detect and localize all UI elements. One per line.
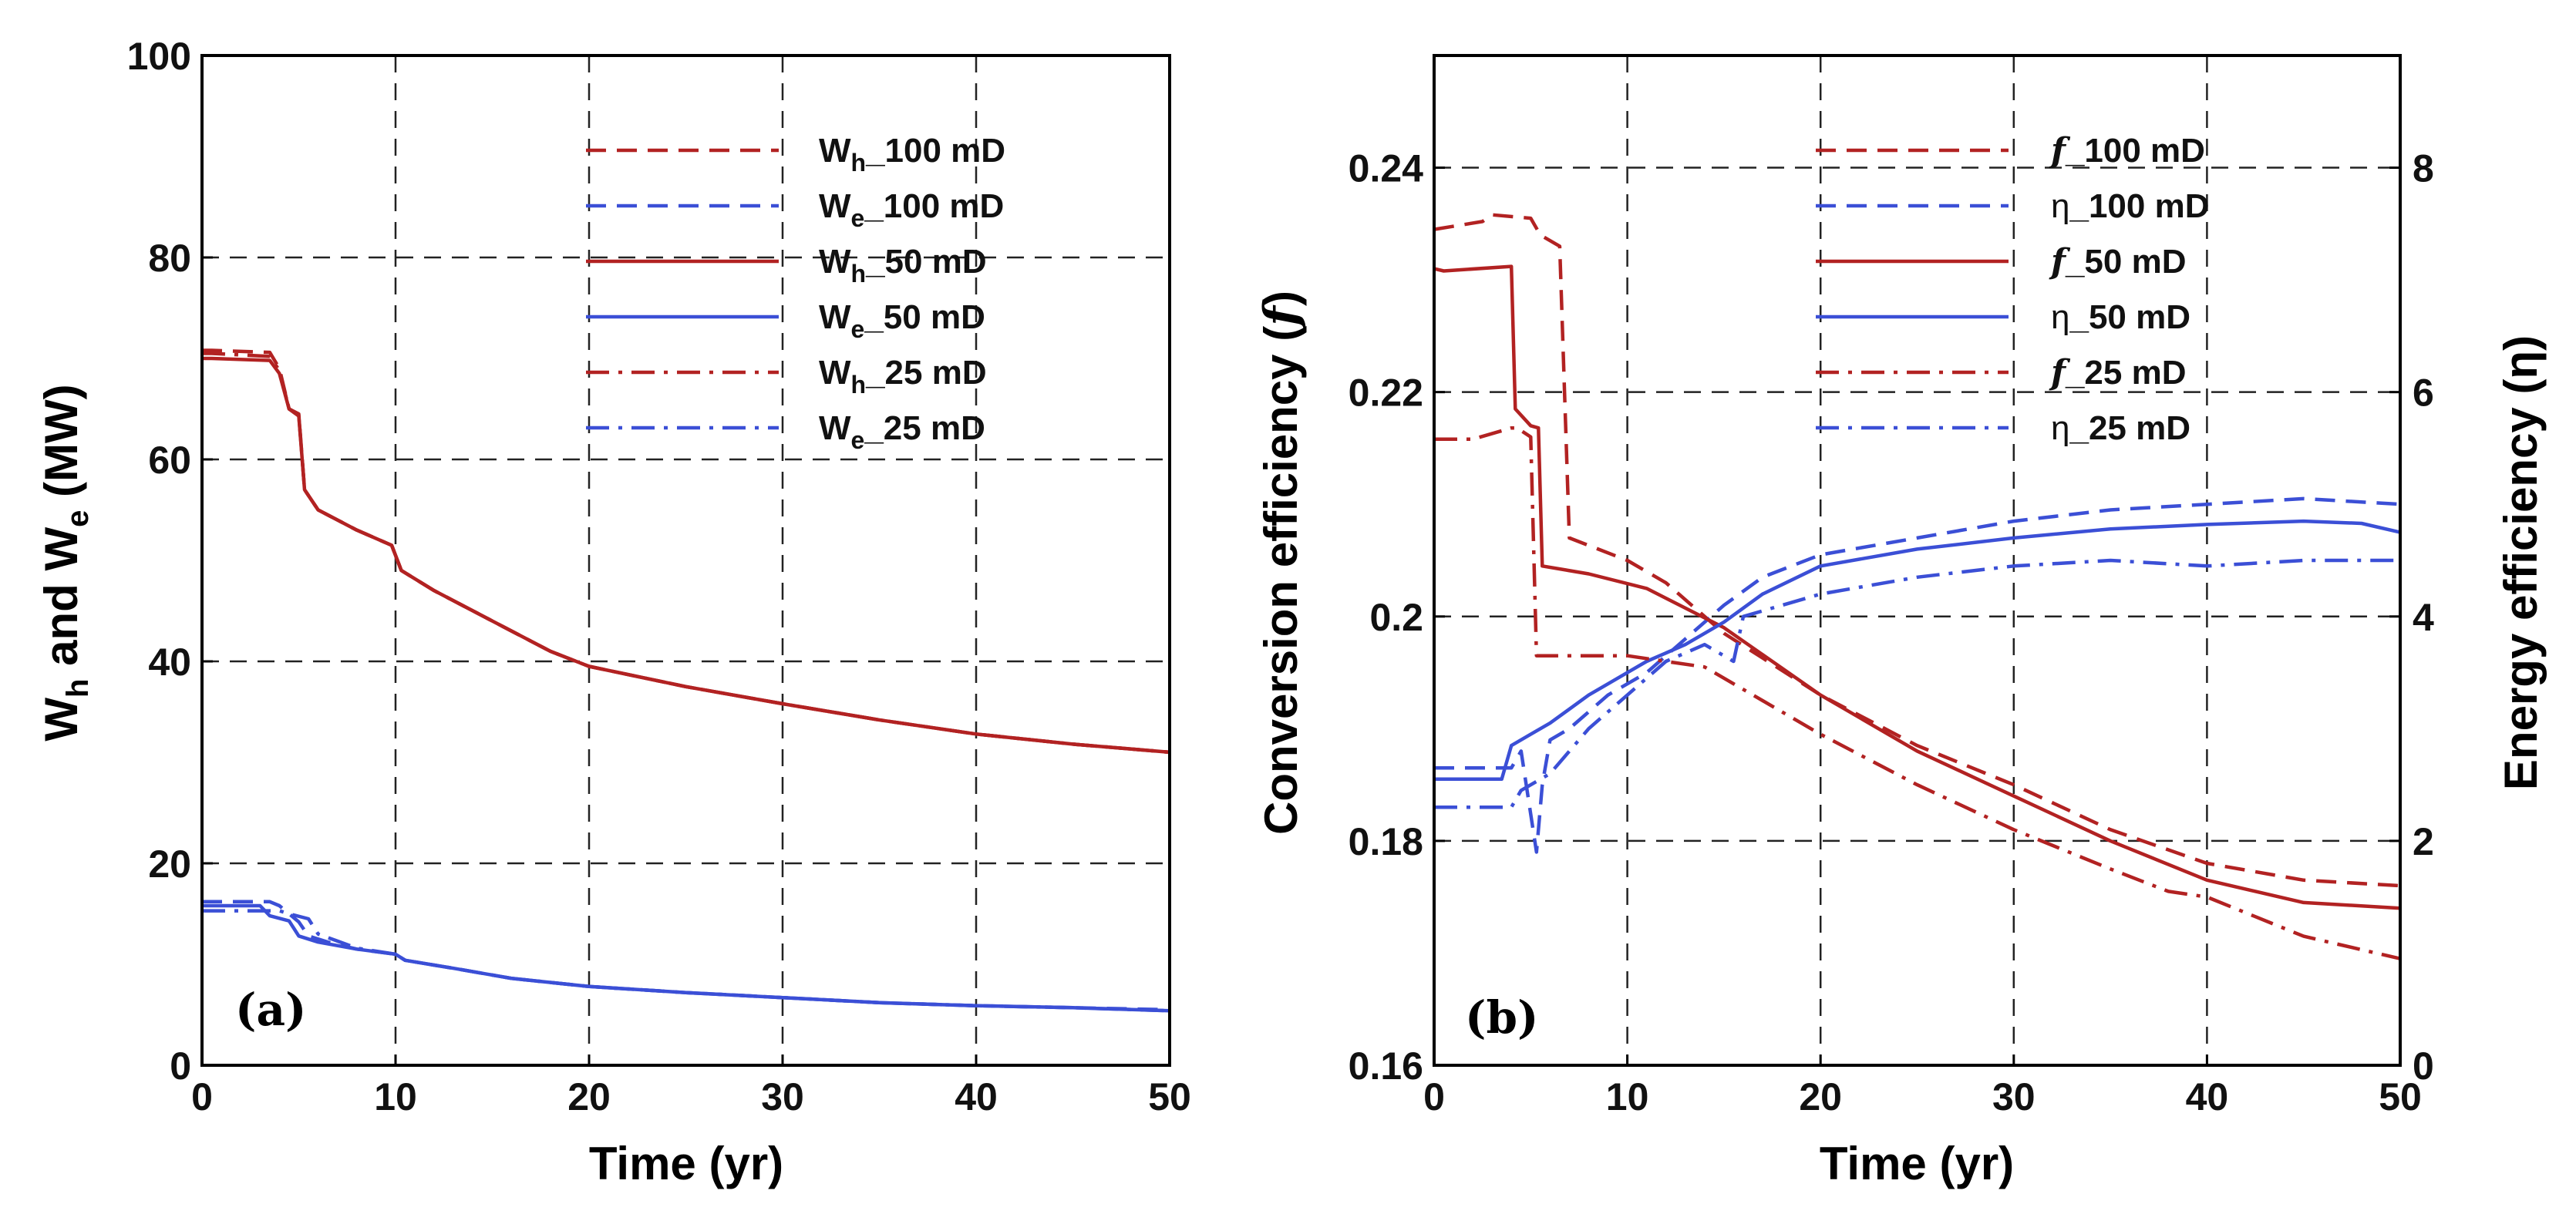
series-line-b-25-md [1434,558,2400,809]
y-tick-label: 20 [148,843,191,886]
panel-b-left-y-axis-title: Conversion efficiency (f) [1254,291,1308,835]
panel-b-x-axis-title: Time (yr) [1820,1138,2014,1189]
x-tick-label: 0 [1423,1075,1445,1118]
x-tick-label: 30 [761,1075,804,1118]
panel-a-y-ticks: 0 20 40 60 80 100 [127,35,213,1088]
panel-b-x-ticks: 0 10 20 30 40 50 [1423,1054,2422,1118]
x-tick-label: 40 [2186,1075,2229,1118]
panel-b-legend: f_100 mD η_100 mD f_50 mD η_50 mD f_25 mD η_2… [1816,131,2210,447]
legend-label-w-e-100-md: We_100 mD [819,187,1004,232]
legend-label-w-e-25-md: We_25 mD [819,409,985,454]
panel-a-legend: Wh_100 mD We_100 mD Wh_50 mD We_50 mD Wh_25 … [586,132,1005,454]
series-line-a-w-e-25-md [202,909,1170,1013]
legend-label-25-md: η_25 mD [2051,409,2190,447]
x-tick-label: 10 [1606,1075,1649,1118]
panel-a-gridlines [202,55,1170,1065]
panel-a-x-ticks: 0 10 20 30 40 50 [191,1054,1191,1118]
series-line-b-f-25-md [1434,425,2401,960]
panel-b-right-y-ticks: 0 2 4 6 8 [2389,147,2434,1088]
left-y-tick-label: 0.24 [1349,147,1424,190]
panel-a-chart: 0 10 20 30 40 50 0 20 40 60 80 100 Time (yr) Wh an… [35,35,1191,1189]
right-y-tick-label: 4 [2413,596,2434,639]
legend-label-50-md: η_50 mD [2051,298,2190,336]
panel-a-tag: (a) [235,984,306,1036]
series-line-a-w-h-25-md [202,351,1170,755]
left-y-tick-label: 0.18 [1349,820,1423,863]
y-tick-label: 40 [148,641,191,684]
panel-b-left-y-ticks: 0.16 0.18 0.2 0.22 0.24 [1349,147,1445,1088]
right-y-tick-label: 0 [2413,1044,2434,1088]
panel-a-y-axis-title: Wh and We (MW) [35,384,95,741]
legend-label-f-25-md: f_25 mD [2049,353,2186,392]
x-tick-label: 50 [2379,1075,2422,1118]
x-tick-label: 30 [1992,1075,2036,1118]
panel-b-tag: (b) [1465,991,1538,1044]
legend-label-w-h-100-md: Wh_100 mD [819,132,1005,177]
legend-label-100-md: η_100 mD [2051,187,2210,225]
panel-a-series-group [202,348,1170,1013]
series-line-b-100-md [1434,496,2401,854]
legend-label-w-h-50-md: Wh_50 mD [819,243,987,288]
x-tick-label: 20 [567,1075,611,1118]
left-y-tick-label: 0.16 [1349,1044,1423,1088]
panel-b-right-y-axis-title: Energy efficiency (η) [2495,335,2547,790]
right-y-tick-label: 6 [2413,372,2434,415]
series-line-b-50-md [1434,519,2401,782]
panel-b-chart: 0 10 20 30 40 50 0.16 0.18 0.2 0.22 0.24 0 2 4 6 8 Ti… [1254,54,2547,1189]
legend-label-f-100-md: f_100 mD [2049,131,2205,170]
y-tick-label: 80 [148,237,191,280]
legend-label-w-h-25-md: Wh_25 mD [819,354,987,399]
x-tick-label: 40 [955,1075,998,1118]
series-line-b-f-100-md [1433,213,2401,888]
panel-b-frame [1433,54,2402,1067]
x-tick-label: 0 [191,1075,213,1118]
left-y-tick-label: 0.2 [1369,596,1423,639]
right-y-tick-label: 2 [2413,820,2434,863]
panel-a-x-axis-title: Time (yr) [589,1138,783,1189]
x-tick-label: 20 [1799,1075,1842,1118]
series-line-b-f-50-md [1433,264,2401,910]
y-tick-label: 0 [170,1044,191,1088]
panel-a-frame [200,54,1171,1067]
legend-label-f-50-md: f_50 mD [2049,242,2186,281]
left-y-tick-label: 0.22 [1349,372,1423,415]
y-tick-label: 60 [148,439,191,482]
x-tick-label: 10 [374,1075,417,1118]
legend-label-w-e-50-md: We_50 mD [819,298,985,343]
y-tick-label: 100 [127,35,191,78]
panel-b-gridlines [1434,55,2400,1065]
right-y-tick-label: 8 [2413,147,2434,190]
panel-b-series-group [1433,213,2401,960]
x-tick-label: 50 [1148,1075,1191,1118]
